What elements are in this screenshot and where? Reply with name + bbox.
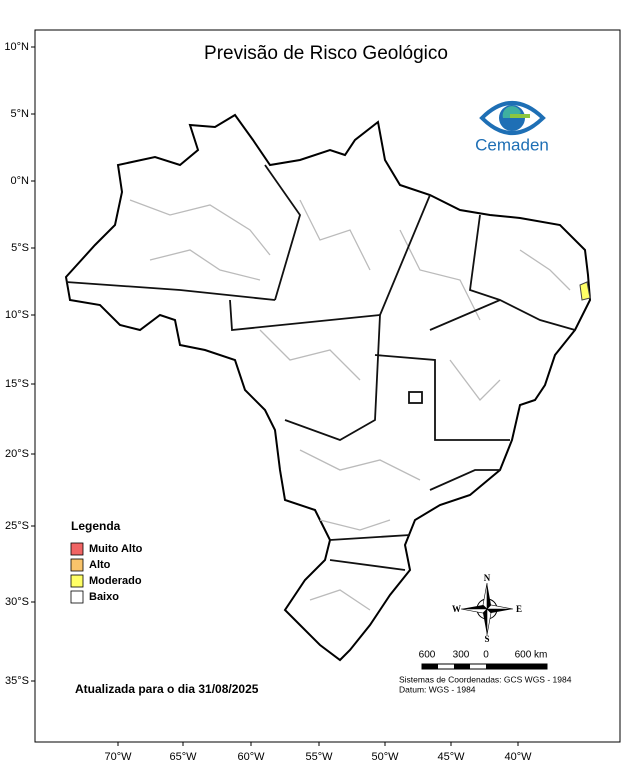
scale-segment xyxy=(422,664,438,669)
legend-label: Baixo xyxy=(89,591,119,603)
region-line xyxy=(299,199,371,271)
state-line xyxy=(374,354,510,441)
legend-swatch xyxy=(70,558,84,572)
scale-label: 600 xyxy=(419,650,436,661)
lat-label: 0°N xyxy=(11,175,30,187)
lat-label: 35°S xyxy=(5,675,29,687)
credit-line: Sistemas de Coordenadas: GCS WGS - 1984 xyxy=(399,674,572,684)
compass-w: W xyxy=(452,604,461,614)
region-line xyxy=(129,199,271,256)
logo-bar xyxy=(510,114,530,118)
region-line xyxy=(519,249,571,291)
region-line xyxy=(259,329,361,381)
scale-label: 300 xyxy=(453,650,470,661)
lat-label: 10°S xyxy=(5,309,29,321)
credit-line: Datum: WGS - 1984 xyxy=(399,684,476,694)
scale-label: 600 km xyxy=(515,650,548,661)
lon-label: 40°W xyxy=(504,751,532,763)
lat-label: 5°N xyxy=(11,108,30,120)
risk-area xyxy=(579,281,591,301)
lat-label: 25°S xyxy=(5,520,29,532)
region-line xyxy=(299,449,421,481)
region-line xyxy=(449,359,501,401)
logo-text: Cemaden xyxy=(475,135,549,154)
graticule-labels: 10°N 5°N 0°N 5°S 10°S 15°S 20°S 25°S 30°S 35°S 70°… xyxy=(4,41,532,763)
legend-label: Muito Alto xyxy=(89,543,143,555)
legend-swatch xyxy=(70,574,84,588)
municipal-lines xyxy=(129,199,571,611)
region-line xyxy=(149,249,261,281)
state-line xyxy=(429,299,576,331)
state-line xyxy=(229,299,381,331)
lat-label: 15°S xyxy=(5,378,29,390)
lon-label: 70°W xyxy=(104,751,132,763)
map-title: Previsão de Risco Geológico xyxy=(204,43,448,64)
scale-segment xyxy=(454,664,470,669)
country-outline xyxy=(64,113,592,662)
lat-label: 20°S xyxy=(5,448,29,460)
legend-label: Moderado xyxy=(89,575,142,587)
lon-label: 60°W xyxy=(237,751,265,763)
compass-n: N xyxy=(484,573,491,583)
state-line xyxy=(264,164,301,301)
scale-labels: 600 300 0 600 km xyxy=(419,650,548,661)
compass: N S E W xyxy=(452,573,522,644)
state-lines xyxy=(65,164,576,571)
state-line xyxy=(65,281,276,301)
legend-swatch xyxy=(70,542,84,556)
region-line xyxy=(309,589,371,611)
logo: Cemaden xyxy=(475,101,549,154)
region-line xyxy=(399,229,481,321)
compass-points-light xyxy=(460,582,514,636)
compass-s: S xyxy=(484,634,489,644)
lon-label: 55°W xyxy=(305,751,333,763)
state-line xyxy=(329,534,411,541)
region-line xyxy=(319,519,391,531)
brazil-map xyxy=(64,113,592,662)
legend-title: Legenda xyxy=(71,519,121,533)
lat-label: 30°S xyxy=(5,596,29,608)
state-line xyxy=(469,214,501,301)
lat-label: 10°N xyxy=(4,41,29,53)
scale-segment xyxy=(486,664,547,669)
state-line xyxy=(379,194,431,316)
federal-district xyxy=(408,391,423,404)
legend-label: Alto xyxy=(89,559,111,571)
state-line xyxy=(284,314,381,441)
updated-date: Atualizada para o dia 31/08/2025 xyxy=(75,682,259,696)
scale-label: 0 xyxy=(483,650,489,661)
legend: Muito Alto Alto Moderado Baixo xyxy=(70,542,143,604)
state-line xyxy=(329,559,406,571)
lon-label: 45°W xyxy=(437,751,465,763)
legend-swatch xyxy=(70,590,84,604)
lon-label: 65°W xyxy=(169,751,197,763)
lon-label: 50°W xyxy=(371,751,399,763)
logo-eye xyxy=(479,101,546,135)
state-line xyxy=(429,469,500,491)
lat-label: 5°S xyxy=(11,242,29,254)
compass-e: E xyxy=(516,604,522,614)
scale-bar xyxy=(421,663,548,670)
